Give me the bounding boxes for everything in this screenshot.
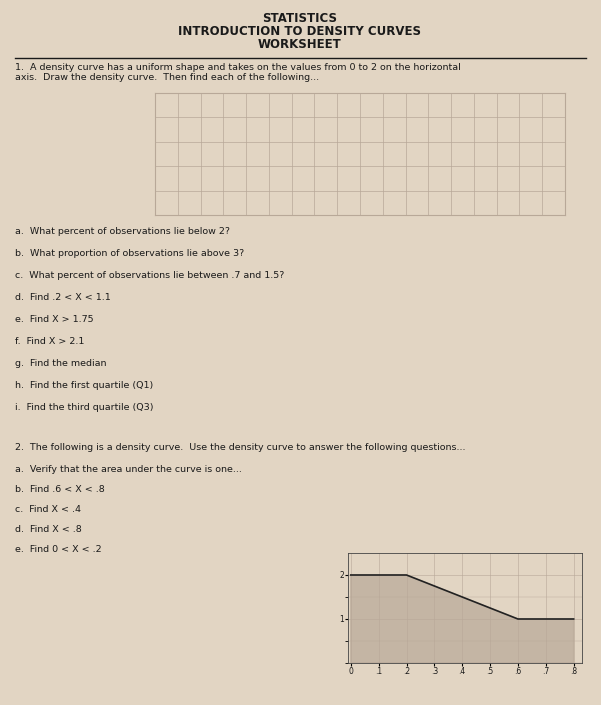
Text: 1.  A density curve has a uniform shape and takes on the values from 0 to 2 on t: 1. A density curve has a uniform shape a… <box>15 63 461 72</box>
Text: axis.  Draw the density curve.  Then find each of the following...: axis. Draw the density curve. Then find … <box>15 73 319 82</box>
Text: d.  Find .2 < X < 1.1: d. Find .2 < X < 1.1 <box>15 293 111 302</box>
Text: b.  Find .6 < X < .8: b. Find .6 < X < .8 <box>15 485 105 494</box>
Text: STATISTICS: STATISTICS <box>263 12 338 25</box>
Text: g.  Find the median: g. Find the median <box>15 359 106 368</box>
Text: c.  What percent of observations lie between .7 and 1.5?: c. What percent of observations lie betw… <box>15 271 284 280</box>
Text: f.  Find X > 2.1: f. Find X > 2.1 <box>15 337 84 346</box>
Text: INTRODUCTION TO DENSITY CURVES: INTRODUCTION TO DENSITY CURVES <box>178 25 421 38</box>
Text: d.  Find X < .8: d. Find X < .8 <box>15 525 82 534</box>
Text: h.  Find the first quartile (Q1): h. Find the first quartile (Q1) <box>15 381 153 390</box>
Text: i.  Find the third quartile (Q3): i. Find the third quartile (Q3) <box>15 403 153 412</box>
Text: 2.  The following is a density curve.  Use the density curve to answer the follo: 2. The following is a density curve. Use… <box>15 443 466 452</box>
Text: WORKSHEET: WORKSHEET <box>258 38 342 51</box>
Text: e.  Find 0 < X < .2: e. Find 0 < X < .2 <box>15 545 102 554</box>
Text: c.  Find X < .4: c. Find X < .4 <box>15 505 81 514</box>
Text: a.  Verify that the area under the curve is one...: a. Verify that the area under the curve … <box>15 465 242 474</box>
Polygon shape <box>351 575 573 663</box>
Text: b.  What proportion of observations lie above 3?: b. What proportion of observations lie a… <box>15 249 244 258</box>
Text: e.  Find X > 1.75: e. Find X > 1.75 <box>15 315 94 324</box>
Text: a.  What percent of observations lie below 2?: a. What percent of observations lie belo… <box>15 227 230 236</box>
